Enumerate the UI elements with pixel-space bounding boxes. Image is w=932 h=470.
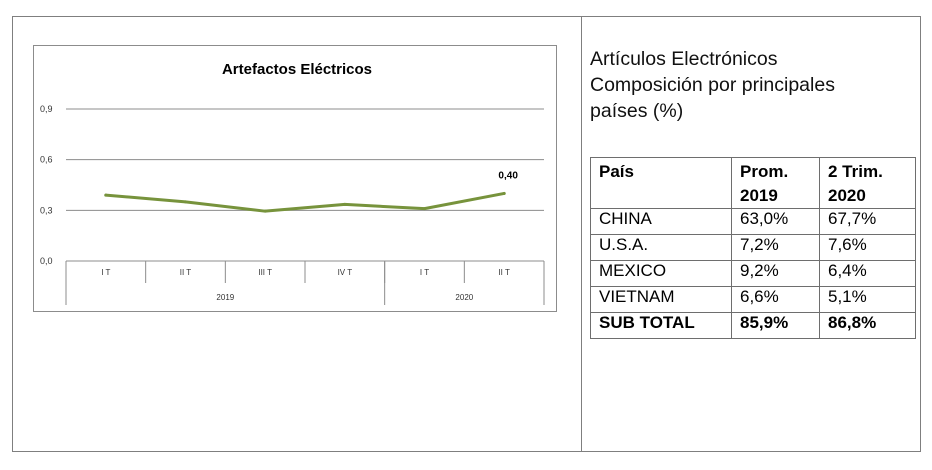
cell-prom-2019: 85,9% <box>731 312 820 339</box>
chart-canvas: Artefactos Eléctricos 0,0 0,3 0,6 0,9 I T II … <box>40 61 545 305</box>
data-point <box>104 193 108 197</box>
data-point <box>502 191 506 195</box>
header-country: País <box>590 157 732 209</box>
y-tick-label: 0,0 <box>40 256 53 266</box>
data-label: 0,40 <box>498 170 518 181</box>
cell-prom-2019: 7,2% <box>731 234 820 261</box>
outer-frame <box>12 16 921 452</box>
x-tick-label: III T <box>258 268 272 277</box>
table-row: CHINA 63,0% 67,7% <box>590 208 916 235</box>
cell-prom-2019: 9,2% <box>731 260 820 287</box>
data-point <box>423 207 426 211</box>
header-line: País <box>599 162 634 181</box>
data-point <box>343 202 347 206</box>
table-header-row: País Prom. 2019 2 Trim. 2020 <box>590 157 916 209</box>
chart-title: Artefactos Eléctricos <box>222 61 372 78</box>
heading-line: Composición por principales <box>590 74 835 96</box>
y-tick-label: 0,3 <box>40 205 53 215</box>
cell-prom-2019: 63,0% <box>731 208 820 235</box>
table-total-row: SUB TOTAL 85,9% 86,8% <box>590 312 916 339</box>
x-tick-label: IV T <box>338 268 353 277</box>
data-point <box>263 209 267 213</box>
table-heading: Artículos Electrónicos Composición por p… <box>590 46 910 124</box>
cell-trim-2020: 67,7% <box>819 208 916 235</box>
cell-prom-2019: 6,6% <box>731 286 820 313</box>
cell-trim-2020: 7,6% <box>819 234 916 261</box>
x-tick-label: I T <box>101 268 110 277</box>
cell-country: CHINA <box>590 208 732 235</box>
cell-trim-2020: 6,4% <box>819 260 916 287</box>
cell-trim-2020: 86,8% <box>819 312 916 339</box>
header-prom-2019: Prom. 2019 <box>731 157 820 209</box>
x-tick-label: I T <box>420 268 429 277</box>
composition-table: País Prom. 2019 2 Trim. 2020 CHINA 63,0%… <box>590 157 916 339</box>
data-point <box>184 200 187 204</box>
cell-country: U.S.A. <box>590 234 732 261</box>
header-line: 2020 <box>828 186 866 205</box>
header-trim-2020: 2 Trim. 2020 <box>819 157 916 209</box>
heading-line: países (%) <box>590 100 684 122</box>
cell-trim-2020: 5,1% <box>819 286 916 313</box>
panel-divider <box>581 16 582 452</box>
table-row: VIETNAM 6,6% 5,1% <box>590 286 916 313</box>
x-tick-label: II T <box>498 268 510 277</box>
series-line <box>104 191 506 213</box>
year-label: 2019 <box>216 293 234 302</box>
line-chart: Artefactos Eléctricos 0,0 0,3 0,6 0,9 I T II … <box>33 45 557 312</box>
y-tick-label: 0,6 <box>40 155 53 165</box>
header-line: 2 Trim. <box>828 162 883 181</box>
y-tick-label: 0,9 <box>40 104 53 114</box>
cell-country: VIETNAM <box>590 286 732 313</box>
table-row: MEXICO 9,2% 6,4% <box>590 260 916 287</box>
x-tick-label: II T <box>180 268 192 277</box>
cell-country: MEXICO <box>590 260 732 287</box>
heading-line: Artículos Electrónicos <box>590 48 778 70</box>
table-row: U.S.A. 7,2% 7,6% <box>590 234 916 261</box>
cell-country: SUB TOTAL <box>590 312 732 339</box>
header-line: Prom. <box>740 162 789 181</box>
year-label: 2020 <box>455 293 473 302</box>
header-line: 2019 <box>740 186 778 205</box>
